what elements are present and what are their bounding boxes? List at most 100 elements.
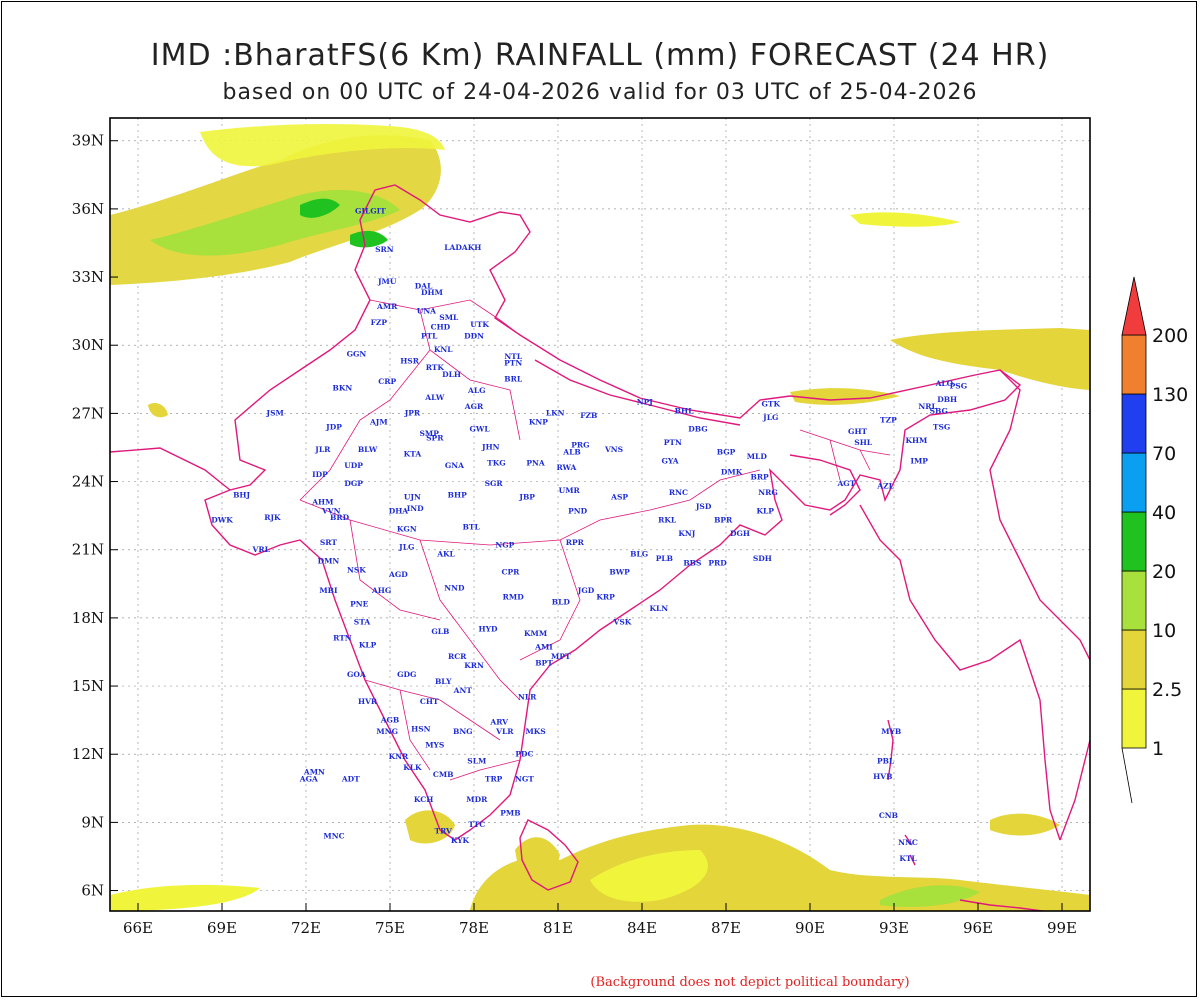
city-label: KTA (404, 450, 422, 459)
city-label: ALW (424, 393, 445, 402)
city-label: SHL (854, 438, 873, 447)
rain-area-northwest-light (200, 124, 445, 167)
city-label: JLG (398, 543, 414, 552)
city-label: HSN (411, 724, 431, 733)
city-label: KGN (397, 525, 417, 534)
city-label: SLM (467, 756, 486, 765)
city-label: MKS (525, 727, 545, 736)
y-tick-label: 9N (81, 813, 104, 831)
sumatra-outline (959, 899, 1048, 911)
city-label: IND (407, 504, 424, 513)
city-label: AHG (371, 586, 391, 595)
city-label: VRL (252, 545, 271, 554)
x-tick-label: 90E (795, 919, 825, 937)
colorbar-label: 20 (1152, 561, 1176, 583)
city-label: KNP (529, 418, 548, 427)
city-label: PTN (664, 438, 682, 447)
city-label: ADT (341, 774, 360, 783)
colorbar-segment (1121, 629, 1147, 690)
city-label: FZB (580, 411, 597, 420)
city-label: GOA (347, 670, 366, 679)
city-label: TZP (880, 415, 897, 424)
y-tick-label: 15N (72, 677, 104, 695)
city-label: ALO (935, 379, 954, 388)
y-tick-label: 6N (81, 882, 104, 900)
rain-area-west-small (148, 403, 168, 418)
city-label: DBG (688, 425, 707, 434)
city-label: KYK (451, 836, 470, 845)
colorbar-segment (1121, 511, 1147, 572)
city-label: JBP (518, 493, 535, 502)
city-label: UTK (470, 320, 489, 329)
city-label: AGR (464, 402, 484, 411)
city-label: TSG (933, 422, 950, 431)
colorbar-label: 40 (1152, 502, 1176, 524)
colorbar-label: 2.5 (1152, 679, 1182, 701)
city-label: BLY (435, 677, 452, 686)
y-axis-ticks: 39N 36N 33N 30N 27N 24N 21N 18N 15N 12N 9N 6N (72, 132, 118, 900)
city-label: PBL (877, 756, 895, 765)
city-label: BPR (714, 515, 733, 524)
x-tick-label: 78E (459, 919, 489, 937)
y-tick-label: 33N (72, 268, 104, 286)
city-label: GWL (470, 425, 491, 434)
city-label: MBI (319, 586, 338, 595)
city-label: MYS (425, 740, 444, 749)
city-label: TKG (487, 459, 506, 468)
plot-border (109, 117, 1091, 912)
city-label: UJN (404, 493, 421, 502)
city-label: GYA (661, 456, 678, 465)
city-label: DHM (421, 288, 443, 297)
city-label: JGD (577, 586, 595, 595)
city-label: BHP (448, 490, 467, 499)
city-label: BRP (750, 472, 769, 481)
rain-area-srilanka (515, 837, 560, 882)
city-label: SDH (753, 554, 772, 563)
city-label: UDP (344, 461, 363, 470)
x-tick-label: 75E (375, 919, 405, 937)
city-label: MPT (551, 652, 571, 661)
city-label: NNC (898, 838, 918, 847)
city-label: HSR (400, 356, 420, 365)
y-tick-label: 39N (72, 132, 104, 150)
city-label: SPR (426, 434, 444, 443)
city-label: BGP (717, 447, 736, 456)
city-label: SGR (485, 479, 504, 488)
city-label: DBH (937, 395, 957, 404)
india-boundary (204, 184, 1022, 841)
city-label: RCR (448, 652, 467, 661)
city-label: VVN (321, 506, 341, 515)
city-label: FZP (371, 318, 388, 327)
city-label: SRN (375, 245, 394, 254)
x-tick-label: 72E (291, 919, 321, 937)
city-label: HYD (479, 625, 498, 634)
city-label: DHA (389, 506, 409, 515)
city-label: PTN (504, 359, 522, 368)
city-label: JLG (762, 413, 778, 422)
myanmar-east (989, 369, 1090, 661)
city-label: CHD (431, 322, 451, 331)
city-label: MNC (323, 831, 344, 840)
city-label: BKN (333, 384, 353, 393)
city-label: MNG (376, 727, 398, 736)
x-tick-label: 96E (963, 919, 993, 937)
city-label: RMD (503, 593, 525, 602)
colorbar-segment (1121, 452, 1147, 513)
city-label: KNJ (678, 529, 695, 538)
rain-area-assam (790, 388, 900, 405)
city-label: IDP (312, 470, 328, 479)
x-tick-label: 69E (207, 919, 237, 937)
city-label: AGA (299, 774, 318, 783)
city-label: AZL (876, 481, 894, 490)
y-tick-label: 21N (72, 541, 104, 559)
city-label: JHN (481, 443, 500, 452)
city-label: KTL (899, 854, 917, 863)
city-label: ALB (562, 447, 580, 456)
background-disclaimer: (Background does not depict political bo… (590, 975, 910, 990)
city-label: TRP (485, 774, 503, 783)
y-tick-label: 27N (72, 404, 104, 422)
city-label: AGD (388, 570, 408, 579)
city-label: MDR (466, 795, 488, 804)
city-label: HVR (358, 697, 378, 706)
